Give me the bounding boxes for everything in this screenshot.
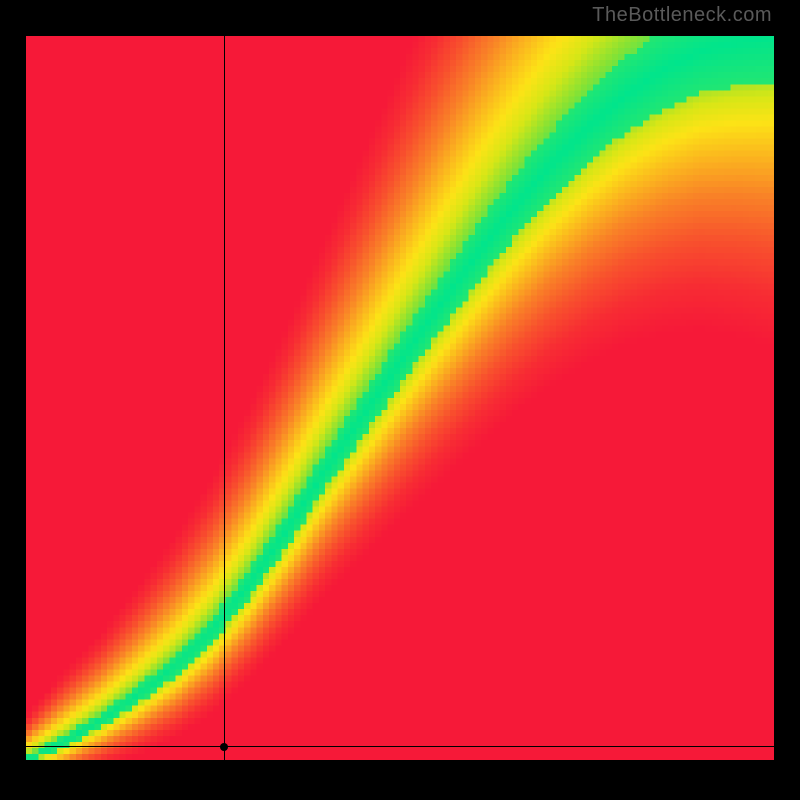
crosshair-vertical bbox=[224, 36, 225, 760]
heatmap-plot bbox=[26, 36, 774, 760]
heatmap-canvas bbox=[26, 36, 774, 760]
watermark-text: TheBottleneck.com bbox=[592, 4, 772, 27]
crosshair-horizontal bbox=[26, 746, 774, 747]
